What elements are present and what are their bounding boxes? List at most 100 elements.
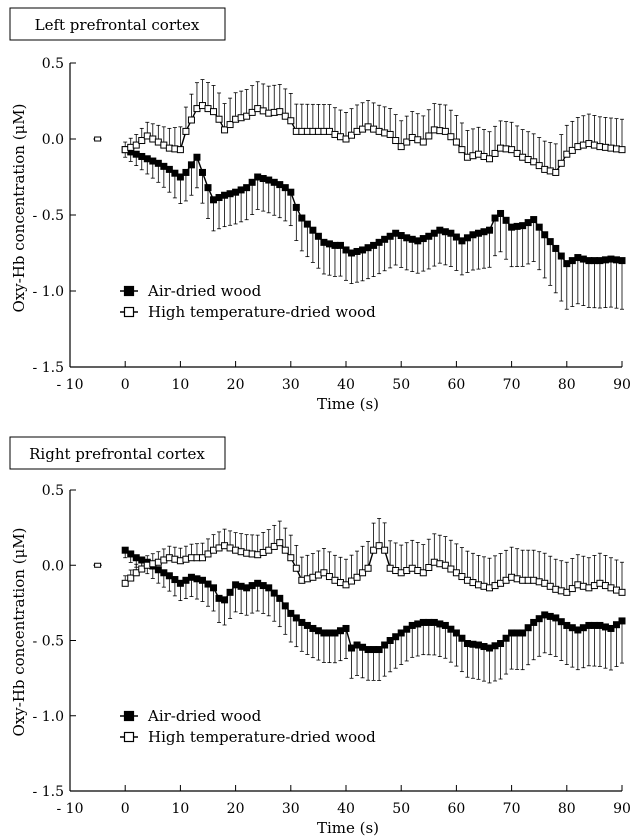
y-tick-label: 0.5 [42,56,64,72]
data-point-filled [314,232,322,240]
data-point-filled [535,615,543,623]
data-point-open [447,133,455,141]
data-point-open [563,588,571,596]
x-tick-label: 10 [171,801,189,817]
data-point-filled [182,168,190,176]
data-point-open [452,569,460,577]
data-point-filled [309,226,317,234]
data-point-filled [502,216,510,224]
data-point-open [452,138,460,146]
data-point-filled [452,233,460,241]
x-tick-label: 60 [447,377,465,393]
y-tick-label: - 1.0 [33,284,64,300]
data-point-filled [281,184,289,192]
data-point-open [276,108,284,116]
data-point-open [458,573,466,581]
x-tick-label: 40 [337,801,355,817]
baseline-marker-box [94,136,102,142]
x-tick-label: 50 [392,377,410,393]
data-point-filled [336,241,344,249]
data-point-open [441,561,449,569]
data-point-filled [447,229,455,237]
y-tick-label: 0.5 [42,483,64,499]
data-point-filled [165,165,173,173]
data-point-filled [618,257,626,265]
data-point-open [568,146,576,154]
data-point-open [397,143,405,151]
data-point-open [557,159,565,167]
y-tick-label: - 1.5 [33,360,64,376]
data-point-filled [386,637,394,644]
y-tick-label: - 1.5 [33,784,64,800]
data-point-open [375,542,383,550]
x-tick-label: 50 [392,801,410,817]
data-point-filled [530,618,538,626]
data-point-open [508,146,516,154]
data-point-open [182,127,190,135]
data-point-filled [458,634,466,642]
x-axis-label: Time (s) [317,819,379,837]
data-point-open [348,577,356,585]
data-point-filled [530,216,538,224]
data-point-open [281,546,289,554]
data-point-open [535,162,543,170]
panel-title-box [9,436,226,470]
data-point-filled [270,589,278,597]
data-point-open [292,564,300,572]
legend-marker [123,731,135,743]
data-point-filled [452,629,460,637]
data-point-filled [276,594,284,602]
data-point-open [364,564,372,572]
data-point-open [325,573,333,581]
panel-title: Left prefrontal cortex [35,16,200,34]
data-point-filled [127,550,135,558]
data-point-open [127,574,135,582]
data-point-filled [397,629,405,637]
data-point-filled [171,576,179,584]
y-tick-label: 0.0 [42,132,64,148]
x-tick-label: 0 [121,377,130,393]
data-point-filled [121,546,129,554]
legend-label: High temperature-dried wood [148,728,376,746]
data-point-filled [221,596,229,604]
data-point-filled [204,580,212,588]
x-tick-label: 20 [227,377,245,393]
data-point-filled [497,209,505,217]
data-point-filled [392,633,400,641]
data-point-filled [342,624,350,632]
data-point-open [458,146,466,154]
data-point-open [425,564,433,572]
data-point-filled [502,634,510,642]
data-point-open [370,546,378,554]
x-tick-label: 90 [613,801,630,817]
data-point-open [447,565,455,573]
data-point-open [568,585,576,593]
data-point-open [221,126,229,134]
data-point-open [530,158,538,166]
data-point-filled [403,625,411,633]
data-point-filled [287,609,295,617]
x-tick-label: 70 [503,377,521,393]
data-point-open [419,569,427,577]
data-point-open [320,569,328,577]
x-tick-label: - 10 [57,801,84,817]
data-point-open [441,127,449,135]
x-tick-label: 10 [171,377,189,393]
data-point-open [359,569,367,577]
data-point-filled [535,223,543,231]
data-point-open [618,146,626,154]
x-tick-label: 0 [121,801,130,817]
data-point-filled [552,244,560,252]
legend-marker [123,306,135,318]
data-point-open [276,539,284,547]
data-point-filled [375,646,383,654]
data-point-filled [381,641,389,649]
y-tick-label: 0.0 [42,558,64,574]
plot-area: 0.5 0.0 - 0.5 - 1.0 - 1.5- 10 0 10 20 30 40 50 60 70… [33,56,630,393]
y-axis-label: Oxy-Hb concentration (μM) [10,103,28,312]
data-point-filled [486,226,494,234]
data-point-filled [519,629,527,637]
data-point-filled [243,184,251,192]
data-point-filled [165,572,173,580]
